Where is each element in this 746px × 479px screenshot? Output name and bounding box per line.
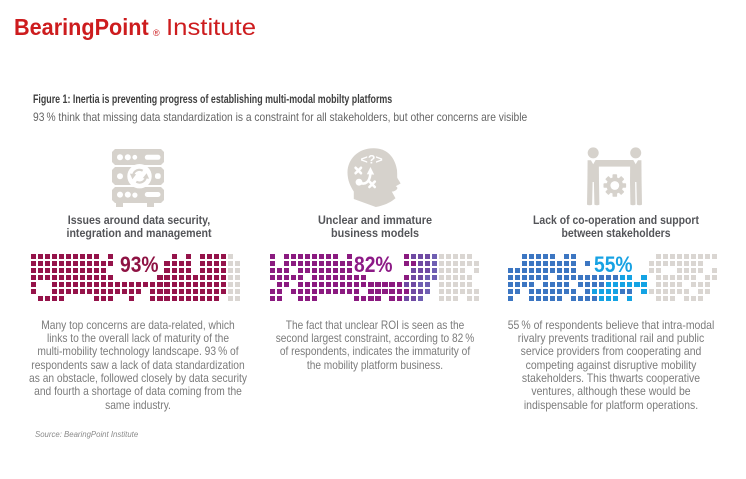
svg-text:<?>: <?> (360, 152, 382, 166)
